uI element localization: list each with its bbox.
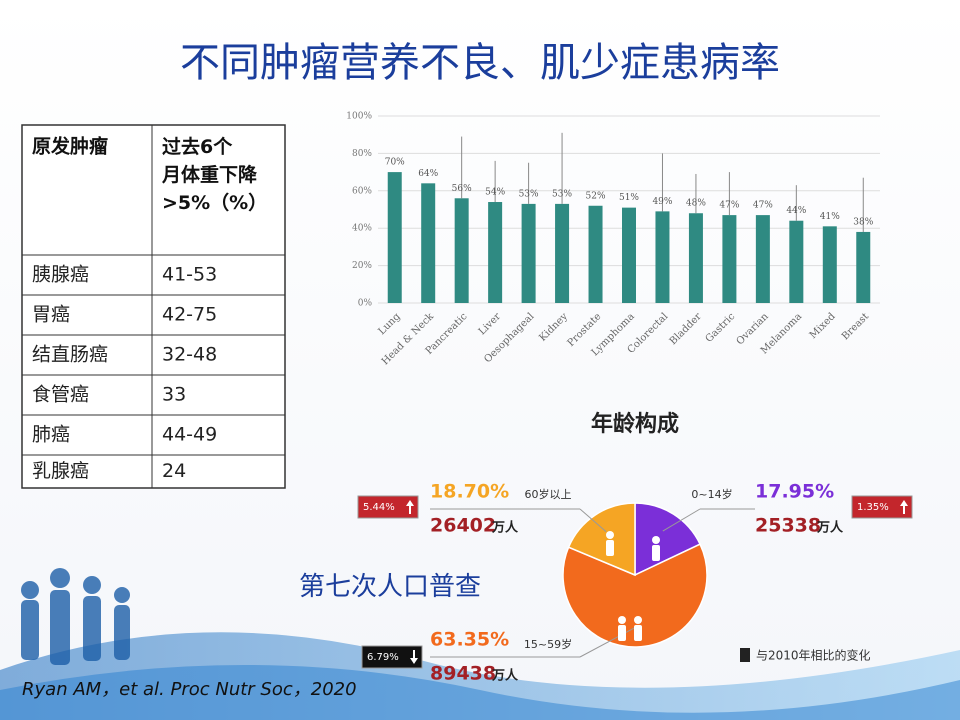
leader-line [662,508,701,532]
value-label: 44% [786,206,806,216]
value-label: 38% [853,217,873,227]
icon [652,545,660,561]
pie-count: 89438 [430,663,496,685]
table-cell: 44-49 [162,424,217,446]
change-arrow [406,500,414,514]
pie-category: 60岁以上 [525,487,572,501]
y-tick-label: 40% [352,224,372,234]
pie-slice [634,502,702,577]
icon [652,536,660,544]
count-unit: 万人 [491,668,519,684]
y-tick-label: 60% [352,186,372,196]
icon [618,625,626,641]
value-label: 47% [753,201,773,211]
leader-line [579,508,607,533]
bar [722,215,737,303]
change-box [851,495,913,519]
table-cell: 结直肠癌 [32,344,108,366]
bar [822,226,837,303]
bar [588,205,603,303]
table-cell: 胰腺癌 [32,264,89,286]
citation: Ryan AM，et al. Proc Nutr Soc，2020 [22,679,357,700]
bar [555,203,570,303]
change-label: 6.79% [367,652,399,663]
value-label: 51% [619,193,639,203]
table-cell: 24 [162,460,186,482]
icon [618,616,626,624]
value-label: 53% [519,189,539,199]
pie-category: 15~59岁 [524,637,572,651]
bar [421,183,436,303]
bar [488,202,503,303]
value-label: 48% [686,199,706,209]
value-label: 70% [385,158,405,168]
pie-slice [562,543,708,648]
value-label: 53% [552,189,572,199]
icon [606,531,614,539]
bar [387,172,402,303]
table-cell: 33 [162,384,186,406]
table-cell: 32-48 [162,344,217,366]
pie-category: 0~14岁 [691,487,732,501]
legend-icon [740,648,750,662]
value-label: 41% [820,212,840,222]
table-header: 原发肿瘤 [32,135,108,158]
pie-count: 25338 [755,515,821,537]
bar [655,211,670,303]
value-label: 54% [485,188,505,198]
change-box [361,645,423,669]
bar [856,231,871,303]
table-cell: 胃癌 [32,304,70,326]
y-tick-label: 100% [346,112,372,122]
value-label: 49% [652,197,672,207]
change-arrow [900,500,908,514]
count-unit: 万人 [491,520,519,536]
change-box [357,495,419,519]
legend-note: 与2010年相比的变化 [756,648,871,663]
y-tick-label: 0% [358,299,373,309]
bar [622,207,636,303]
value-label: 52% [586,191,606,201]
table-cell: 乳腺癌 [32,460,89,482]
pie-title: 年龄构成 [591,411,679,437]
y-tick-label: 80% [352,149,372,159]
bar [755,215,770,303]
leader-line [579,626,637,658]
bar [521,203,536,303]
change-label: 1.35% [857,502,889,513]
table-cell: 食管癌 [32,384,89,406]
table-cell: 肺癌 [32,424,70,446]
pie-percent: 18.70% [430,481,509,503]
people-silhouettes [21,568,130,665]
footer-wave [0,665,960,720]
icon [606,540,614,556]
value-label: 64% [418,169,438,179]
pie-slice [567,502,636,577]
y-tick-label: 20% [352,261,372,271]
change-arrow [410,650,418,664]
pie-percent: 17.95% [755,481,834,503]
table-header: 过去6个月体重下降>5%（%） [161,135,267,214]
change-label: 5.44% [363,502,395,513]
table-cell: 41-53 [162,264,217,286]
bar [454,198,469,303]
icon [634,616,642,624]
icon [634,625,642,641]
value-label: 47% [719,201,739,211]
table-frame [21,124,286,489]
value-label: 56% [452,184,472,194]
count-unit: 万人 [816,520,844,536]
bar [688,213,703,303]
table-cell: 42-75 [162,304,217,326]
pie-percent: 63.35% [430,629,509,651]
slide-title: 不同肿瘤营养不良、肌少症患病率 [180,40,780,86]
bar [789,220,804,303]
census-caption: 第七次人口普查 [299,572,481,602]
pie-count: 26402 [430,515,496,537]
